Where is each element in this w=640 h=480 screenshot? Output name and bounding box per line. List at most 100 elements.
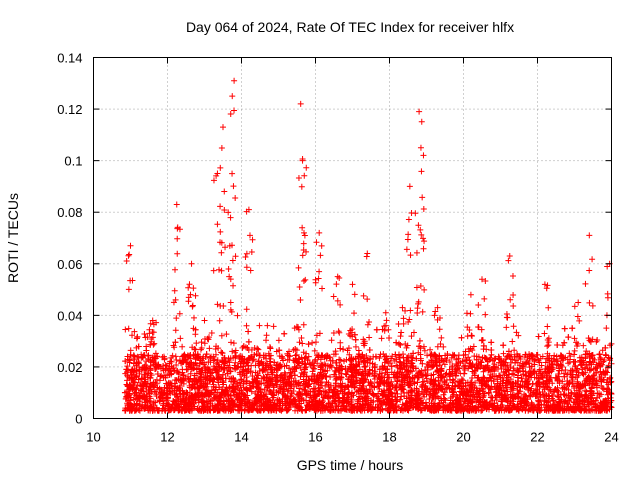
data-point [314,360,321,367]
data-point [192,346,199,353]
data-point [569,367,576,374]
data-point [566,350,573,357]
data-point [144,370,151,377]
data-point [568,389,575,396]
data-point [582,365,589,372]
data-point [462,351,469,358]
data-point [413,385,420,392]
data-point [373,353,380,360]
data-point [441,361,448,368]
data-point [498,358,505,365]
data-point [270,323,277,330]
data-point [470,343,477,350]
data-point [328,337,335,344]
data-point [461,370,468,377]
data-point [395,340,402,347]
data-point [385,326,392,333]
data-point [309,368,316,375]
data-point [535,333,542,340]
data-point [398,329,405,336]
data-point [141,330,148,337]
data-point [515,332,522,339]
data-point [346,389,353,396]
data-point [214,389,221,396]
data-point [362,376,369,383]
data-point [343,371,350,378]
data-point [300,378,307,385]
data-point [245,338,252,345]
data-point [269,391,276,398]
data-point [337,387,344,394]
data-point [440,391,447,398]
data-point [561,325,568,332]
data-point [179,343,186,350]
data-point [193,340,200,347]
data-point [373,326,380,333]
data-point [305,341,312,348]
data-point [554,392,561,399]
data-point [366,346,373,353]
data-point [337,357,344,364]
data-point [229,348,236,355]
data-point [486,385,493,392]
data-point [219,378,226,385]
chart-title: Day 064 of 2024, Rate Of TEC Index for r… [186,19,514,35]
data-point [598,382,605,389]
data-point [237,377,244,384]
data-point [399,369,406,376]
data-point [296,385,303,392]
data-point [152,399,159,406]
data-point [593,361,600,368]
data-point [386,334,393,341]
data-point [256,322,263,329]
data-point [440,343,447,350]
data-point [504,388,511,395]
data-point [500,342,507,349]
data-point [458,376,465,383]
data-point [371,363,378,370]
data-point [542,359,549,366]
data-point [543,402,550,409]
data-point [468,332,475,339]
data-point [411,380,418,387]
data-point [208,330,215,337]
data-point [270,394,277,401]
data-point [602,351,609,358]
data-point [596,360,603,367]
data-point [376,355,383,362]
data-point [206,345,213,352]
data-point [394,377,401,384]
data-point [305,353,312,360]
data-point [571,335,578,342]
data-point [597,354,604,361]
data-point [301,387,308,394]
data-point [172,377,179,384]
data-points [121,77,615,414]
data-point [150,399,157,406]
data-point [129,332,136,339]
data-point [604,364,611,371]
data-point [166,360,173,367]
data-point [165,401,172,408]
data-point [156,377,163,384]
data-point [309,339,316,346]
data-point [513,329,520,336]
data-point [301,355,308,362]
data-point [539,374,546,381]
data-point [362,363,369,370]
data-point [511,347,518,354]
data-point [500,350,507,357]
data-point [528,399,535,406]
data-point [236,354,243,361]
data-point [394,390,401,397]
data-point [569,325,576,332]
data-point [249,373,256,380]
data-point [392,394,399,401]
data-point [152,379,159,386]
data-point [547,387,554,394]
data-point [232,359,239,366]
data-point [248,388,255,395]
data-point [275,337,282,344]
data-point [567,353,574,360]
